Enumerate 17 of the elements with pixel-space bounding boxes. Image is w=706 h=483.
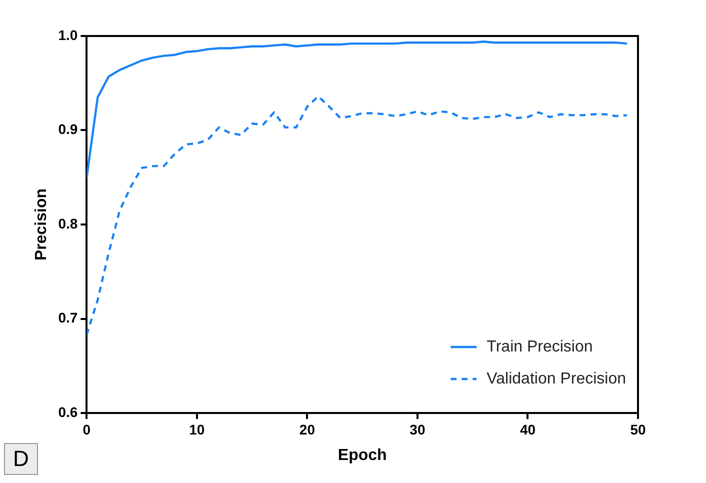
legend-label: Validation Precision xyxy=(486,370,626,388)
x-tick-label: 30 xyxy=(410,421,426,438)
legend-label: Train Precision xyxy=(486,338,593,356)
y-tick-label: 0.6 xyxy=(58,404,78,420)
line-series xyxy=(86,95,628,336)
y-tick-label: 1.0 xyxy=(58,26,78,43)
x-tick-label: 20 xyxy=(299,421,316,438)
y-tick-label: 0.9 xyxy=(58,121,78,138)
text: D xyxy=(4,443,38,475)
x-tick-label: 50 xyxy=(630,421,646,438)
x-tick-label: 40 xyxy=(520,421,536,438)
y-tick-label: 0.7 xyxy=(58,310,78,326)
x-axis-title: Epoch xyxy=(338,446,387,464)
y-tick-label: 0.8 xyxy=(58,215,78,232)
x-tick-label: 0 xyxy=(82,421,91,438)
y-axis-title: Precision xyxy=(33,188,50,261)
x-tick-label: 10 xyxy=(189,421,205,438)
